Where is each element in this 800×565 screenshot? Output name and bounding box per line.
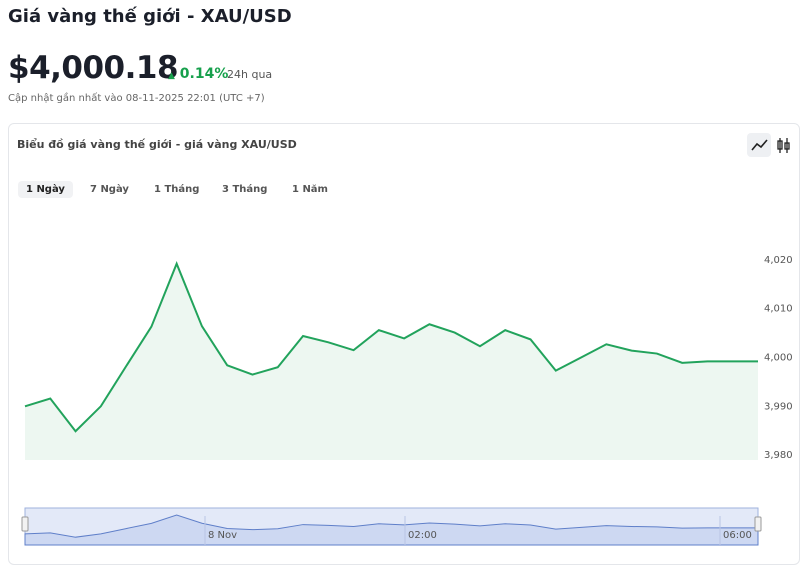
range-tab[interactable]: 7 Ngày <box>90 184 129 195</box>
navigator-label: 8 Nov <box>208 530 237 541</box>
change-value: 0.14% <box>179 66 229 82</box>
chart: 3,980 3,990 4,000 4,010 4,020 8 Nov 02:00 06:00 <box>21 133 793 546</box>
y-tick-label: 3,980 <box>764 450 793 461</box>
y-tick-label: 3,990 <box>764 401 793 412</box>
line <box>24 261 758 433</box>
page-title: Giá vàng thế giới - XAU/USD <box>8 6 292 27</box>
navigator-handle[interactable] <box>21 516 29 532</box>
chart-type-switch <box>747 133 790 157</box>
candlestick-button[interactable] <box>777 138 790 153</box>
y-tick-label: 4,000 <box>764 352 793 363</box>
range-tab[interactable]: 1 Năm <box>292 184 328 195</box>
price: $4,000.18 <box>8 50 179 86</box>
card-title: Biểu đồ giá vàng thế giới - giá vàng XAU… <box>17 138 297 151</box>
navigator-label: 06:00 <box>723 530 752 541</box>
area <box>25 263 758 460</box>
range-tab[interactable]: 1 Ngày <box>18 181 73 198</box>
change-period: 24h qua <box>227 68 273 81</box>
range-tab[interactable]: 1 Tháng <box>154 184 200 195</box>
navigator-label: 02:00 <box>408 530 437 541</box>
updated-time: Cập nhật gần nhất vào 08-11-2025 22:01 (… <box>8 93 265 104</box>
range-tab[interactable]: 3 Tháng <box>222 184 268 195</box>
navigator-handle[interactable] <box>754 516 762 532</box>
page: 3,980 3,990 4,000 4,010 4,020 8 Nov 02:00 06:00… <box>8 6 800 565</box>
y-tick-label: 4,020 <box>764 255 793 266</box>
navigator-area <box>24 514 759 546</box>
price-change: ▲ 0.14% <box>168 66 229 82</box>
line-icon <box>751 139 768 151</box>
y-tick-label: 4,010 <box>764 304 793 315</box>
